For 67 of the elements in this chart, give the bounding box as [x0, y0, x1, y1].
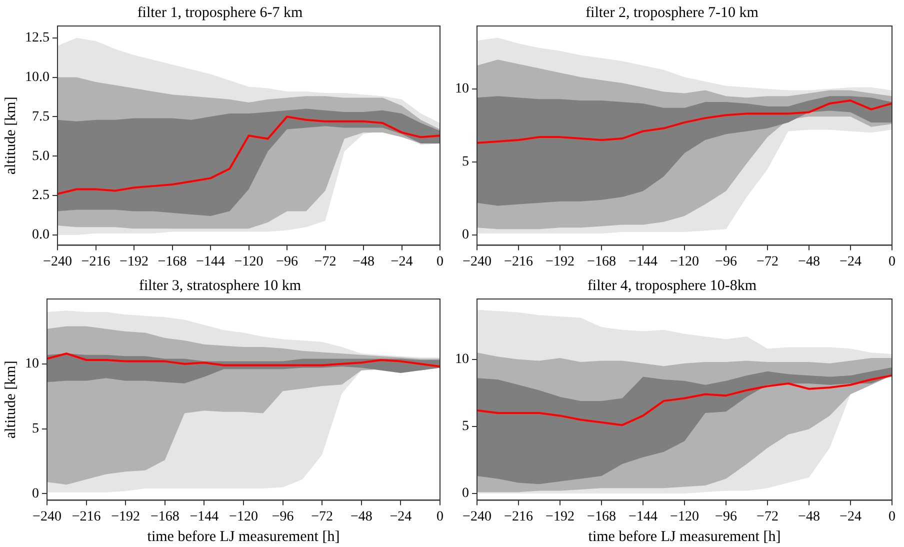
y-tick-label: 10: [455, 82, 469, 97]
x-tick-label: −120: [229, 509, 258, 524]
y-tick-label: 10: [25, 356, 39, 372]
x-tick-label: −192: [546, 254, 574, 270]
chart-title: filter 1, troposphere 6-7 km: [137, 4, 304, 21]
x-tick-label: −48: [352, 254, 374, 270]
y-tick-label: 5.0: [32, 148, 50, 164]
x-axis-title: time before LJ measurement [h]: [147, 528, 340, 545]
x-tick-label: −144: [628, 509, 658, 524]
x-tick-label: −72: [756, 509, 778, 524]
x-tick-label: −144: [190, 509, 219, 524]
x-tick-label: −216: [72, 509, 101, 524]
x-tick-label: −240: [32, 509, 62, 524]
x-tick-label: −240: [43, 254, 72, 270]
x-tick-label: −240: [462, 254, 492, 270]
x-tick-label: −96: [272, 509, 294, 524]
x-tick-label: 0: [436, 254, 444, 270]
x-tick-label: −144: [628, 254, 658, 270]
x-tick-label: −96: [715, 254, 737, 270]
x-tick-label: −72: [314, 254, 336, 270]
y-tick-label: 7.5: [32, 109, 50, 124]
x-tick-label: 0: [436, 509, 444, 524]
x-tick-label: −48: [350, 509, 372, 524]
x-tick-label: −192: [546, 509, 574, 524]
chart-title: filter 2, troposphere 7-10 km: [586, 4, 759, 21]
y-tick-label: 10: [455, 352, 469, 368]
x-tick-label: −144: [196, 254, 225, 270]
y-tick-label: 5: [462, 419, 469, 434]
x-axis-title: time before LJ measurement [h]: [588, 528, 781, 545]
x-tick-label: −192: [111, 509, 140, 524]
x-tick-label: −120: [670, 509, 699, 524]
y-tick-label: 5: [32, 421, 39, 436]
y-tick-label: 5: [462, 154, 469, 170]
x-tick-label: −96: [715, 509, 737, 524]
x-tick-label: −24: [390, 509, 412, 524]
y-axis-title: altitude [km]: [2, 360, 19, 439]
x-tick-label: 0: [888, 254, 896, 270]
x-tick-label: −192: [120, 254, 148, 270]
x-tick-label: −168: [587, 254, 616, 270]
y-tick-label: 2.5: [32, 188, 50, 204]
y-tick-label: 0: [462, 228, 469, 243]
x-tick-label: −72: [311, 509, 334, 524]
x-tick-label: −24: [840, 254, 862, 270]
chart-title: filter 3, stratosphere 10 km: [138, 278, 302, 294]
x-tick-label: −120: [234, 254, 264, 270]
y-tick-label: 0.0: [32, 228, 50, 243]
x-tick-label: −48: [798, 509, 820, 524]
x-tick-label: −168: [587, 509, 616, 524]
x-tick-label: −168: [158, 254, 187, 270]
x-tick-label: −216: [81, 254, 110, 270]
x-tick-label: −24: [390, 254, 413, 270]
x-tick-label: −24: [840, 509, 862, 524]
y-tick-label: 10.0: [25, 70, 50, 85]
x-tick-label: −120: [670, 254, 699, 270]
chart-title: filter 4, troposphere 10-8km: [587, 278, 757, 294]
x-tick-label: 0: [888, 509, 896, 524]
y-tick-label: 12.5: [25, 30, 50, 46]
x-tick-label: −48: [798, 254, 820, 270]
y-tick-label: 0: [462, 486, 469, 502]
x-tick-label: −168: [150, 509, 180, 524]
x-tick-label: −216: [504, 254, 533, 270]
y-tick-label: 0: [32, 486, 39, 502]
x-tick-label: −96: [276, 254, 298, 270]
x-tick-label: −72: [756, 254, 778, 270]
x-tick-label: −240: [462, 509, 492, 524]
x-tick-label: −216: [504, 509, 533, 524]
y-axis-title: altitude [km]: [2, 96, 19, 175]
